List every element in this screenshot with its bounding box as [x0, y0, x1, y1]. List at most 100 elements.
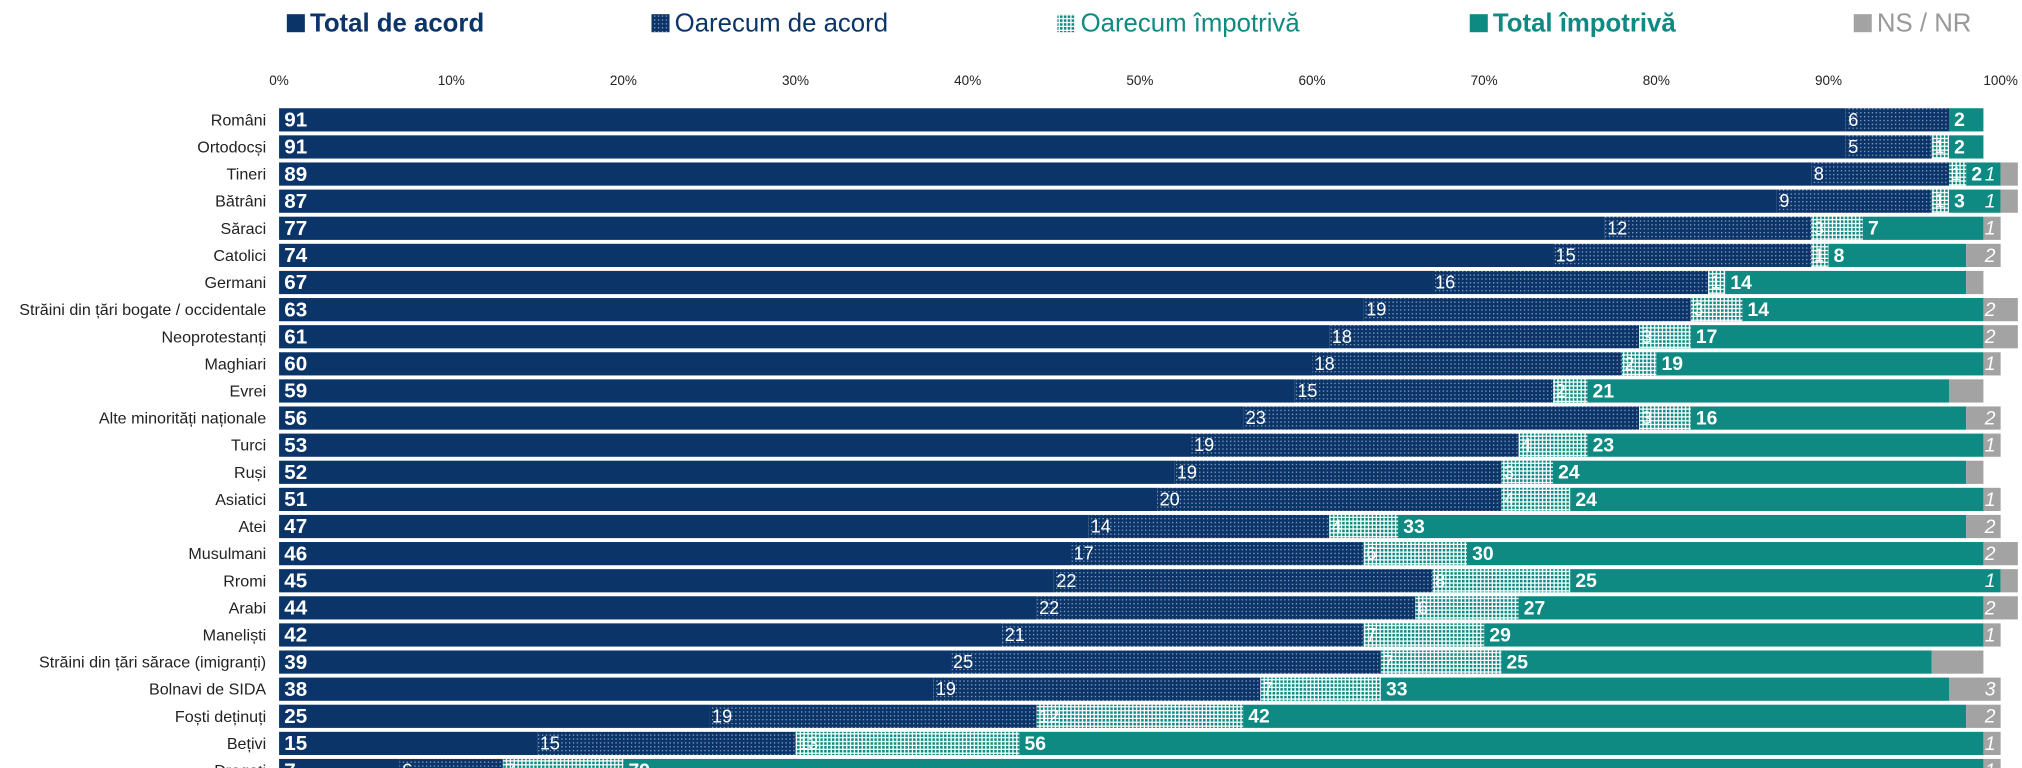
value-label: 2 [1984, 381, 1996, 402]
category-label: Ortodocși [197, 138, 266, 156]
value-label: 77 [284, 217, 307, 240]
value-label: 6 [1366, 544, 1376, 564]
bar-segment [1501, 487, 1571, 512]
bar-segment [1501, 650, 1932, 674]
value-label: 6 [402, 761, 412, 768]
bar-segment [1983, 325, 2018, 349]
bar-segment [1966, 162, 2001, 186]
value-label: 22 [1039, 598, 1059, 618]
bar-segment [2000, 162, 2018, 186]
legend-swatch [286, 14, 305, 33]
value-label: 45 [284, 569, 307, 592]
value-label: 67 [284, 271, 307, 294]
bar-segment [279, 298, 1364, 322]
bar-segment [279, 677, 934, 701]
bar-segment [1811, 216, 1863, 240]
bar-segment [950, 650, 1381, 674]
value-label: 59 [284, 380, 307, 403]
value-label: 15 [1297, 381, 1317, 401]
category-label: Rromi [223, 572, 266, 590]
bar-segment [1776, 189, 1932, 213]
legend-swatch [1469, 14, 1488, 33]
value-label: 30 [1472, 544, 1493, 565]
bar-segment [537, 731, 796, 756]
bar-segment [1174, 460, 1502, 484]
value-label: 19 [1661, 354, 1683, 375]
value-label: 52 [284, 461, 307, 484]
bar-segment [1948, 108, 1984, 132]
bar-segment [623, 758, 1984, 768]
bar-segment [1019, 731, 1984, 756]
bar-segment [1811, 162, 1949, 186]
value-label: 3 [1814, 218, 1824, 238]
bar-segment [1363, 542, 1467, 566]
value-label: 1 [1985, 436, 1996, 457]
x-tick-label: 100% [1983, 73, 2018, 88]
value-label: 17 [1074, 544, 1094, 564]
value-label: 5 [1848, 137, 1858, 157]
value-label: 1 [1985, 571, 1996, 592]
value-label: 27 [1524, 598, 1545, 619]
bar-segment [1828, 243, 1967, 267]
bar-segment [1983, 542, 2018, 566]
bar-segment [1948, 379, 1984, 403]
value-label: 56 [284, 407, 307, 430]
category-label: Români [211, 111, 266, 129]
bar-segment [1432, 270, 1708, 295]
bar-segment [1243, 406, 1640, 430]
value-label: 7 [284, 759, 295, 768]
bar-segment [1845, 135, 1932, 159]
bar-segment [1553, 460, 1967, 484]
category-label: Străini din țări sărace (imigranți) [39, 654, 266, 672]
bar-segment [279, 406, 1244, 430]
bar-segment [399, 758, 503, 768]
value-label: 18 [1332, 327, 1352, 347]
value-label: 1 [1985, 463, 1996, 484]
value-label: 60 [284, 353, 307, 376]
category-label: Catolici [213, 247, 266, 265]
value-label: 19 [1177, 462, 1197, 482]
value-label: 39 [284, 651, 307, 674]
bar-segment [1363, 623, 1485, 647]
bar-segment [1570, 569, 2001, 593]
bar-segment [1983, 216, 2001, 240]
bar-segment [1398, 514, 1967, 539]
bar-segment [2000, 189, 2018, 213]
bar-segment [1036, 596, 1416, 620]
value-label: 14 [1091, 517, 1111, 537]
value-label: 89 [284, 163, 307, 186]
bar-segment [1862, 216, 1984, 240]
value-label: 15 [540, 733, 560, 753]
bar-segment [279, 216, 1605, 240]
bar-segment [1966, 704, 2001, 728]
bar-segment [1501, 460, 1554, 484]
value-label: 2 [1984, 517, 1996, 538]
category-label: Alte minorități naționale [99, 410, 266, 428]
legend-label: NS / NR [1877, 9, 1971, 37]
bar-segment [1742, 298, 1984, 322]
value-label: 61 [284, 325, 307, 348]
bar-segment [1363, 298, 1691, 322]
value-label: 18 [1315, 354, 1335, 374]
value-label: 19 [1366, 300, 1386, 320]
value-label: 6 [1848, 110, 1858, 130]
value-label: 2 [1984, 544, 1996, 565]
value-label: 24 [1575, 490, 1597, 511]
bar-segment [1811, 243, 1829, 267]
value-label: 33 [1403, 517, 1425, 538]
value-label: 2 [1984, 300, 1996, 321]
bar-segment [1329, 514, 1399, 539]
value-label: 0 [1985, 137, 1996, 158]
category-label: Germani [204, 274, 266, 292]
bar-segment [1432, 569, 1571, 593]
value-label: 7 [1263, 679, 1273, 699]
bar-segment [1983, 298, 2018, 322]
value-label: 3 [1693, 300, 1703, 320]
value-label: 2 [1556, 381, 1566, 401]
value-label: 1 [1985, 734, 1996, 755]
value-label: 4 [1504, 489, 1514, 509]
category-label: Musulmani [188, 545, 266, 563]
bar-segment [1380, 677, 1949, 701]
value-label: 2 [1984, 246, 1996, 267]
value-label: 91 [284, 136, 307, 159]
